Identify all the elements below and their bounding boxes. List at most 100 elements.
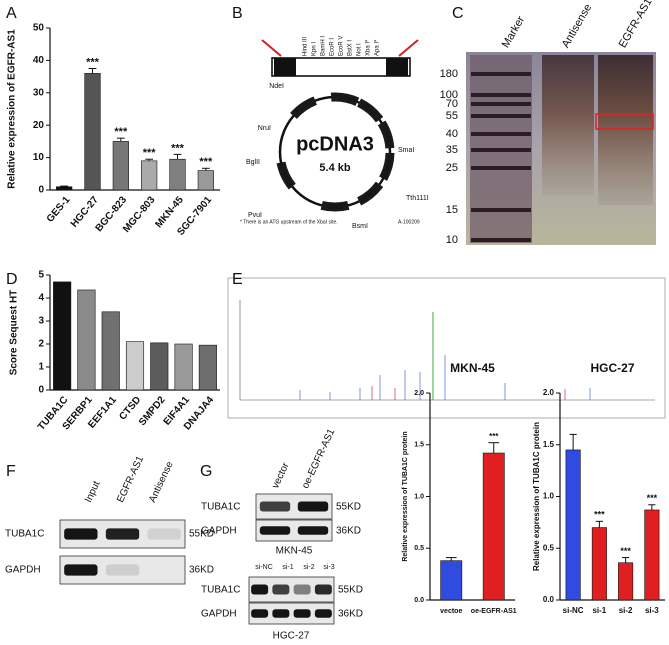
marker-label: 180	[440, 68, 458, 80]
band	[251, 584, 269, 595]
restriction-site: BglII	[246, 159, 260, 166]
bar	[198, 344, 217, 391]
bar	[197, 170, 214, 191]
y-axis-label: Relative expression of TUBA1C protein	[402, 431, 409, 561]
y-tick-label: 0	[38, 385, 44, 396]
lane-label: si-2	[303, 564, 314, 571]
footnote: * There is an ATG upstream of the XbaI s…	[240, 219, 338, 225]
band	[105, 564, 140, 576]
plasmid-name: pcDNA3	[296, 133, 374, 155]
lane-label: vector	[270, 460, 292, 490]
marker-band	[471, 148, 531, 152]
y-tick-label: 30	[33, 87, 45, 98]
gel-box	[595, 113, 654, 130]
feature-arc	[330, 92, 360, 106]
row-label: GAPDH	[201, 609, 237, 620]
lane-label: Marker	[500, 14, 528, 50]
feature: BGH pA	[333, 94, 356, 104]
panel-label: E	[232, 271, 243, 288]
cell-label: MKN-45	[276, 546, 313, 557]
significance: ***	[114, 126, 128, 138]
y-tick-label: 0.0	[414, 597, 424, 604]
feature: ColE1	[327, 205, 344, 211]
band	[293, 609, 311, 618]
lane-label: si-1	[282, 564, 293, 571]
band	[293, 584, 311, 595]
spectrum	[227, 277, 666, 419]
restriction-site: NdeI	[269, 83, 284, 90]
band	[272, 584, 290, 595]
band	[297, 526, 329, 535]
mcs-site: EcoR V	[339, 36, 345, 56]
y-tick-label: 2	[38, 339, 44, 350]
band	[64, 564, 98, 576]
panel-label: G	[200, 463, 212, 480]
marker-label: 25	[446, 162, 458, 174]
size-label: 36KD	[338, 609, 363, 620]
lane-label: si-NC	[255, 564, 273, 571]
mcs-site: Apa I*	[375, 39, 381, 56]
marker-label: 100	[440, 89, 458, 101]
mcs-site: Not I	[357, 43, 363, 56]
significance: ***	[171, 142, 185, 154]
x-tick-label: si-NC	[563, 606, 584, 615]
y-tick-label: 1.5	[414, 442, 424, 449]
y-tick-label: 1	[38, 362, 44, 373]
restriction-site: Tth111I	[406, 195, 429, 202]
mcs-site: BamH I	[321, 36, 327, 56]
y-tick-label: 1.0	[414, 493, 424, 500]
y-tick-label: 40	[33, 55, 45, 66]
y-tick-label: 0.0	[543, 595, 555, 604]
lane-label: EGFR-AS1	[115, 454, 146, 504]
panel-label: A	[6, 5, 17, 22]
marker-label: 35	[446, 144, 458, 156]
restriction-site: SmaI	[398, 147, 414, 154]
marker-band	[471, 72, 531, 76]
bar	[101, 311, 120, 391]
marker-band	[471, 238, 531, 242]
bar	[482, 452, 505, 601]
band	[64, 528, 98, 540]
band	[314, 584, 332, 595]
lane-label: oe-EGFR-AS1	[300, 427, 337, 490]
code: A-100209	[398, 219, 420, 225]
panel-label: D	[6, 271, 18, 288]
bar	[112, 141, 129, 191]
y-tick-label: 4	[38, 293, 44, 304]
feature-arc	[356, 98, 384, 123]
band	[272, 609, 290, 618]
size-label: 55KD	[336, 502, 361, 513]
y-tick-label: 2.0	[543, 388, 555, 397]
gel-lane	[542, 55, 594, 195]
significance: ***	[594, 510, 605, 520]
y-tick-label: 5	[38, 270, 44, 281]
band	[251, 609, 269, 618]
significance: ***	[143, 147, 157, 159]
bar	[618, 562, 634, 601]
feature-arc	[320, 200, 350, 212]
marker-band	[471, 208, 531, 212]
band	[297, 501, 329, 512]
marker-band	[471, 132, 531, 136]
panel-label: F	[6, 463, 16, 480]
x-tick-label: si-3	[645, 606, 659, 615]
y-tick-label: 0.5	[414, 545, 424, 552]
y-tick-label: 20	[33, 120, 45, 131]
bar	[644, 509, 660, 601]
y-tick-label: 0.5	[543, 543, 555, 552]
blot	[248, 602, 335, 625]
feature: Ampicillin	[277, 163, 293, 189]
bar	[141, 160, 158, 191]
cell-label: HGC-27	[273, 631, 310, 642]
mcs-site: EcoR I	[330, 38, 336, 56]
promoter: T7	[279, 62, 291, 73]
mcs-site: Kpn I	[312, 42, 318, 56]
marker-label: 15	[446, 204, 458, 216]
lane-label: Input	[83, 479, 102, 504]
bar	[169, 158, 186, 191]
bar	[565, 449, 581, 601]
gel-lane	[598, 55, 653, 205]
significance: ***	[647, 493, 658, 503]
row-label: GAPDH	[5, 565, 41, 576]
